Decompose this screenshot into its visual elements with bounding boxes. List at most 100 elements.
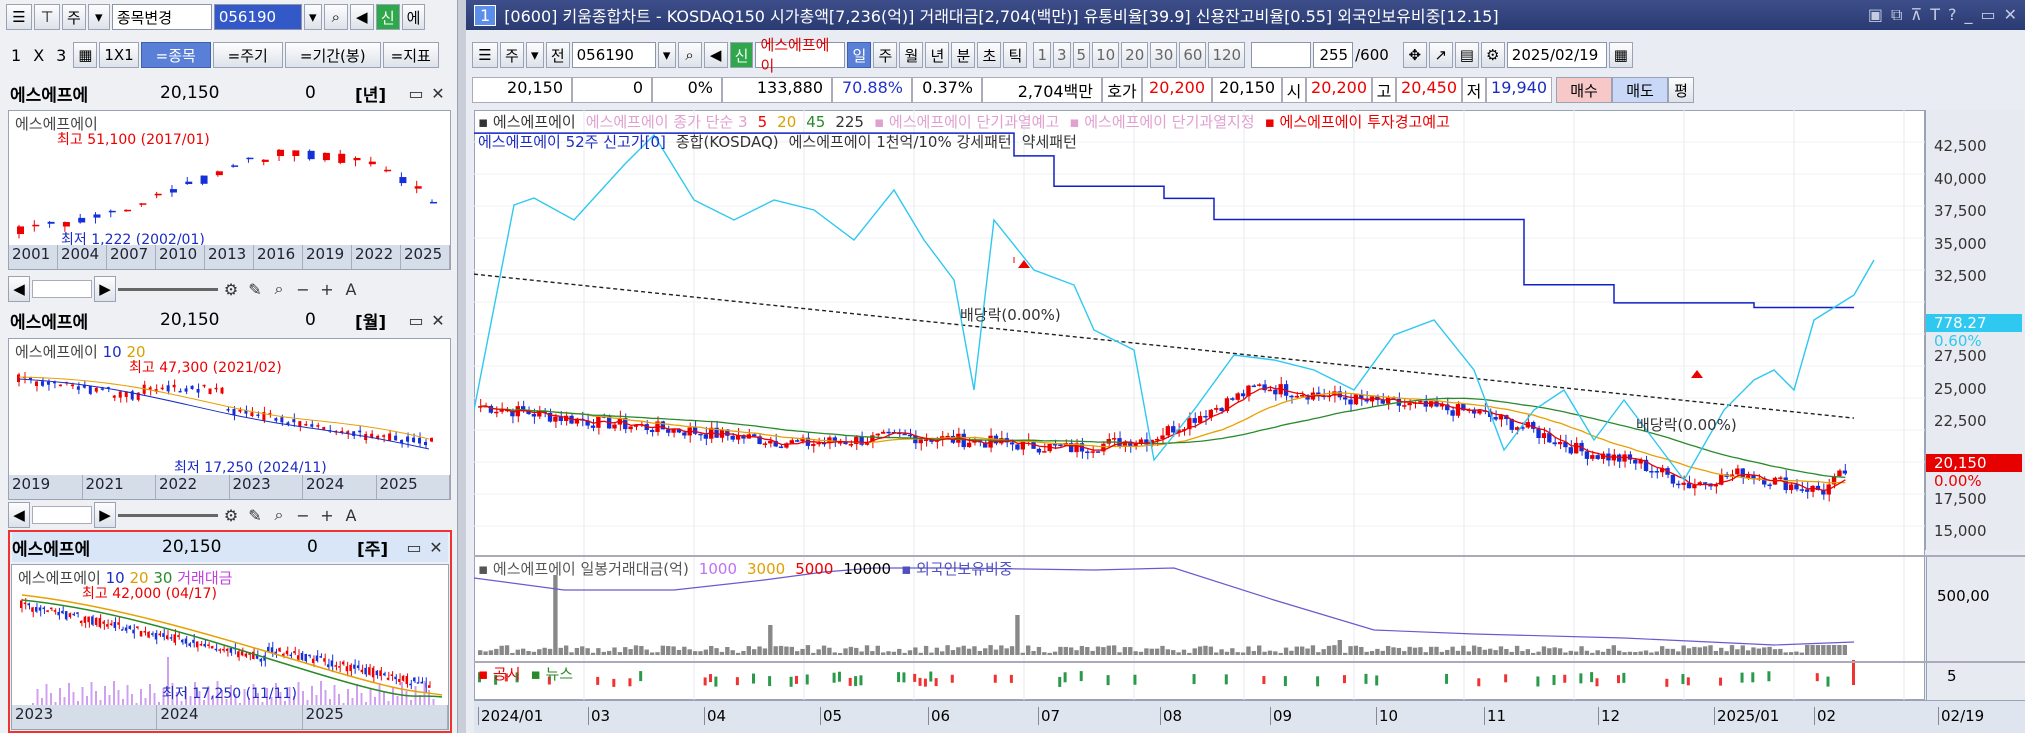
chevron-down-icon[interactable]: ▾ [87, 4, 110, 30]
code-change-select[interactable]: 종목변경 [111, 4, 212, 30]
settings-icon[interactable]: ⚙ [223, 279, 239, 299]
pin-icon[interactable]: ⊼ [1910, 5, 1923, 24]
mode-select[interactable]: 주 [62, 4, 86, 30]
period-tab[interactable]: 주 [873, 42, 898, 68]
menu-icon[interactable]: ☰ [472, 42, 498, 68]
more-button[interactable]: 에 [401, 4, 426, 30]
chevron-down-icon[interactable]: ▾ [657, 42, 676, 68]
scroll-right-icon[interactable]: ▶ [94, 502, 116, 528]
grid-icon[interactable]: ▦ [73, 42, 98, 68]
scroll-left-icon[interactable]: ◀ [8, 502, 30, 528]
scroll-left-icon[interactable]: ◀ [8, 276, 30, 302]
stock-code-input[interactable]: 056190 [213, 4, 302, 30]
interval-tab[interactable]: 5 [1072, 42, 1091, 68]
interval-tab[interactable]: 60 [1179, 42, 1207, 68]
minimize-icon[interactable]: _ [1964, 5, 1973, 24]
pane-divider[interactable] [474, 555, 2025, 557]
zoom-slider[interactable] [118, 513, 218, 517]
tab-stock[interactable]: =종목 [140, 42, 211, 68]
candle-body [1799, 489, 1805, 491]
tab-range[interactable]: =기간(봉) [284, 42, 381, 68]
search-icon[interactable]: ⌕ [274, 279, 284, 298]
search-icon[interactable]: ⌕ [274, 505, 284, 524]
volume-bar [832, 652, 837, 655]
restore-icon[interactable]: ▭ [1980, 5, 1996, 24]
interval-tab[interactable]: 1 [1033, 42, 1051, 68]
zoom-out-icon[interactable]: − [296, 505, 310, 525]
speaker-icon[interactable]: ◀ [349, 4, 374, 30]
text-icon[interactable]: T [1930, 5, 1940, 24]
maximize-icon[interactable]: ▭ [408, 83, 424, 103]
sell-button[interactable]: 매도 [1612, 77, 1668, 103]
calendar-icon[interactable]: ▦ [1608, 42, 1633, 68]
gear-icon[interactable]: ⚙ [1480, 42, 1505, 68]
zoom-out-icon[interactable]: − [296, 279, 310, 299]
draw-icon[interactable]: ✎ [248, 279, 262, 299]
buy-button[interactable]: 매수 [1556, 77, 1612, 103]
settings-icon[interactable]: ⚙ [223, 505, 239, 525]
draw-icon[interactable]: ✎ [248, 505, 262, 525]
avg-button[interactable]: 평 [1668, 77, 1694, 103]
volume-bar [1020, 652, 1025, 655]
main-mode[interactable]: 주 [500, 42, 524, 68]
interval-tab[interactable]: 10 [1092, 42, 1120, 68]
splitter[interactable] [458, 0, 466, 733]
interval-tab[interactable]: 3 [1052, 42, 1071, 68]
pin-icon[interactable]: ⊤ [34, 4, 60, 30]
zoom-slider[interactable] [118, 287, 218, 291]
search-icon[interactable]: ⌕ [677, 42, 702, 68]
layout-one[interactable]: 1 [11, 45, 22, 65]
speaker-icon[interactable]: ◀ [703, 42, 728, 68]
close-icon[interactable]: ✕ [431, 83, 445, 103]
maximize-icon[interactable]: ▭ [406, 537, 422, 557]
volume-bar [1471, 645, 1477, 655]
chart-icon[interactable]: ↗ [1428, 42, 1453, 68]
close-icon[interactable]: ✕ [431, 310, 445, 330]
text-icon[interactable]: A [345, 505, 357, 525]
volume-bar [1740, 645, 1745, 655]
period-tab[interactable]: 분 [951, 42, 976, 68]
scroll-right-icon[interactable]: ▶ [94, 276, 116, 302]
tool-icon[interactable]: ✥ [1402, 42, 1427, 68]
scrollbar[interactable] [32, 280, 92, 298]
sin-button[interactable]: 신 [375, 4, 400, 30]
tab-indicator[interactable]: =지표 [382, 42, 439, 68]
interval-tab[interactable]: 20 [1121, 42, 1149, 68]
copy-icon[interactable]: ⧉ [1891, 5, 1903, 24]
pane-divider[interactable] [474, 661, 2025, 663]
scrollbar[interactable] [32, 506, 92, 524]
grid-1x1-button[interactable]: 1X1 [99, 42, 139, 68]
prev-button[interactable]: 전 [545, 42, 570, 68]
volume-bar [1359, 646, 1364, 655]
menu-icon[interactable]: ☰ [6, 4, 32, 30]
period-tab[interactable]: 일 [847, 42, 872, 68]
count-input[interactable]: 255 [1313, 42, 1354, 68]
zoom-in-icon[interactable]: + [320, 505, 334, 525]
sin-button[interactable]: 신 [729, 42, 754, 68]
period-tab[interactable]: 년 [925, 42, 950, 68]
zoom-in-icon[interactable]: + [320, 279, 334, 299]
volume-bar [1627, 651, 1633, 655]
layout-x[interactable]: X [33, 45, 45, 65]
empty-select[interactable] [1251, 42, 1312, 68]
date-input[interactable]: 2025/02/19 [1506, 42, 1607, 68]
close-icon[interactable]: ✕ [429, 537, 443, 557]
help-icon[interactable]: ? [1947, 5, 1957, 24]
volume-bar [891, 651, 897, 655]
interval-tab[interactable]: 120 [1208, 42, 1246, 68]
search-icon[interactable]: ⌕ [323, 4, 348, 30]
chevron-down-icon[interactable]: ▾ [525, 42, 544, 68]
text-icon[interactable]: A [345, 279, 357, 299]
interval-tab[interactable]: 30 [1150, 42, 1178, 68]
period-tab[interactable]: 월 [899, 42, 924, 68]
chevron-down-icon[interactable]: ▾ [303, 4, 322, 30]
main-code-input[interactable]: 056190 [571, 42, 656, 68]
period-tab[interactable]: 초 [977, 42, 1002, 68]
close-icon[interactable]: ✕ [2003, 5, 2017, 24]
maximize-icon[interactable]: ▭ [408, 310, 424, 330]
period-tab[interactable]: 틱 [1003, 42, 1028, 68]
layout-three[interactable]: 3 [56, 45, 67, 65]
layout-icon[interactable]: ▣ [1867, 5, 1884, 24]
tab-period[interactable]: =주기 [212, 42, 283, 68]
save-icon[interactable]: ▤ [1454, 42, 1479, 68]
